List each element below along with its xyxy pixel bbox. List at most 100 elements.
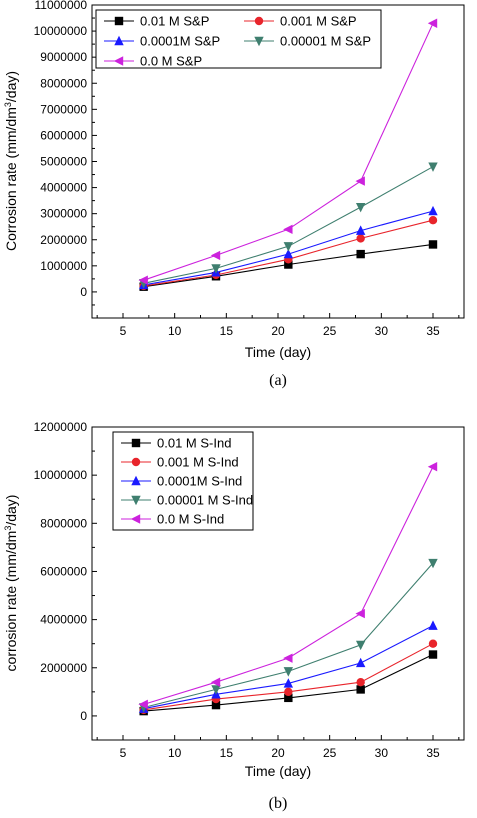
data-point (356, 678, 365, 687)
data-point (355, 202, 366, 213)
x-tick-label: 35 (426, 746, 440, 760)
data-point (283, 653, 293, 663)
x-axis-label: Time (day) (245, 344, 311, 360)
y-tick-label: 1000000 (40, 259, 87, 273)
data-point (428, 205, 438, 216)
legend-marker (114, 35, 124, 46)
data-point (283, 242, 294, 252)
data-point (210, 677, 221, 687)
data-point (428, 620, 438, 630)
y-tick-label: 6000000 (40, 564, 87, 578)
x-tick-label: 25 (323, 324, 337, 338)
data-point (283, 667, 294, 677)
data-point (355, 608, 365, 619)
axis-ticks: 5 10 15 20 25 30 35 0 1000000 2000000 3000000 40000… (34, 0, 460, 338)
x-tick-label: 10 (168, 324, 182, 338)
series-lines (138, 18, 438, 291)
data-point (210, 250, 221, 261)
data-point (355, 640, 366, 651)
legend: 0.01 M S-Ind 0.001 M S-Ind 0.0001M S-Ind 0.… (112, 431, 254, 531)
x-tick-label: 5 (120, 324, 127, 338)
data-point (284, 687, 293, 697)
data-point (428, 639, 438, 648)
x-tick-label: 30 (375, 324, 389, 338)
y-tick-label: 5000000 (40, 155, 87, 169)
legend-label: 0.01 M S&P (140, 14, 209, 29)
x-tick-label: 20 (271, 746, 285, 760)
data-point (283, 224, 293, 235)
x-tick-label: 15 (220, 746, 234, 760)
y-tick-label: 8000000 (40, 76, 87, 90)
legend-label: 0.0 M S&P (140, 54, 202, 69)
legend-marker (114, 16, 124, 26)
y-tick-label: 2000000 (40, 233, 87, 247)
data-point (284, 693, 293, 703)
chart-panel-b: 5 10 15 20 25 30 35 0 2000000 4000000 6000000 80000… (3, 420, 465, 812)
legend-box (95, 9, 382, 69)
legend-label: 0.001 M S&P (280, 14, 357, 29)
legend-marker (131, 438, 141, 448)
data-point (283, 248, 294, 259)
chart-panel-a: 5 10 15 20 25 30 35 0 1000000 2000000 3000000 40000… (3, 0, 465, 389)
y-tick-label: 8000000 (40, 516, 87, 530)
data-point (138, 275, 148, 285)
data-point (211, 700, 221, 710)
y-tick-label: 10000000 (34, 468, 88, 482)
y-tick-label: 7000000 (40, 102, 87, 116)
legend-label: 0.001 M S-Ind (157, 455, 239, 470)
legend-marker (254, 16, 264, 26)
data-point (355, 657, 366, 668)
y-tick-label: 2000000 (40, 661, 87, 675)
panel-label: (a) (269, 372, 287, 389)
series-lines (138, 462, 438, 716)
data-point (211, 685, 221, 695)
data-point (356, 685, 365, 694)
data-point (428, 650, 438, 659)
y-tick-label: 0 (80, 709, 87, 723)
x-tick-label: 10 (168, 746, 182, 760)
legend: 0.01 M S&P 0.001 M S&P 0.0001M S&P 0.00001 … (95, 9, 382, 69)
y-tick-label: 12000000 (34, 420, 88, 434)
y-axis-label: Corrosion rate (mm/dm3/day) (3, 71, 19, 251)
y-tick-label: 6000000 (40, 128, 87, 142)
y-tick-label: 4000000 (40, 181, 87, 195)
legend-marker (131, 475, 141, 486)
legend-marker (254, 36, 264, 47)
data-point (283, 678, 294, 688)
data-point (211, 264, 221, 274)
legend-marker (113, 56, 124, 66)
x-tick-label: 5 (120, 746, 127, 760)
data-point (138, 699, 148, 710)
legend-label: 0.0001M S&P (140, 34, 220, 49)
data-point (428, 240, 438, 249)
panel-label: (b) (269, 795, 288, 812)
y-tick-label: 4000000 (40, 613, 87, 627)
data-point (428, 558, 438, 569)
legend-marker (131, 457, 141, 467)
x-tick-label: 30 (375, 746, 389, 760)
data-point (284, 260, 293, 269)
data-point (356, 234, 365, 243)
legend-label: 0.00001 M S&P (280, 34, 371, 49)
x-tick-label: 35 (426, 324, 440, 338)
data-point (356, 249, 365, 259)
data-point (428, 162, 438, 172)
y-tick-label: 0 (80, 285, 87, 299)
y-tick-label: 10000000 (34, 24, 88, 38)
legend-label: 0.0001M S-Ind (157, 474, 242, 489)
data-point (427, 18, 438, 28)
data-point (355, 225, 366, 235)
x-tick-label: 15 (220, 324, 234, 338)
y-tick-label: 11000000 (35, 0, 88, 12)
y-tick-label: 3000000 (40, 207, 87, 221)
x-axis-label: Time (day) (245, 763, 311, 779)
legend-marker (131, 495, 141, 506)
x-tick-label: 20 (271, 324, 285, 338)
data-point (428, 215, 438, 225)
x-tick-label: 25 (323, 746, 337, 760)
y-tick-label: 9000000 (40, 50, 87, 64)
data-point (427, 462, 438, 472)
data-point (355, 176, 365, 186)
y-axis-label: corrosion rate (mm/dm3/day) (3, 495, 19, 672)
